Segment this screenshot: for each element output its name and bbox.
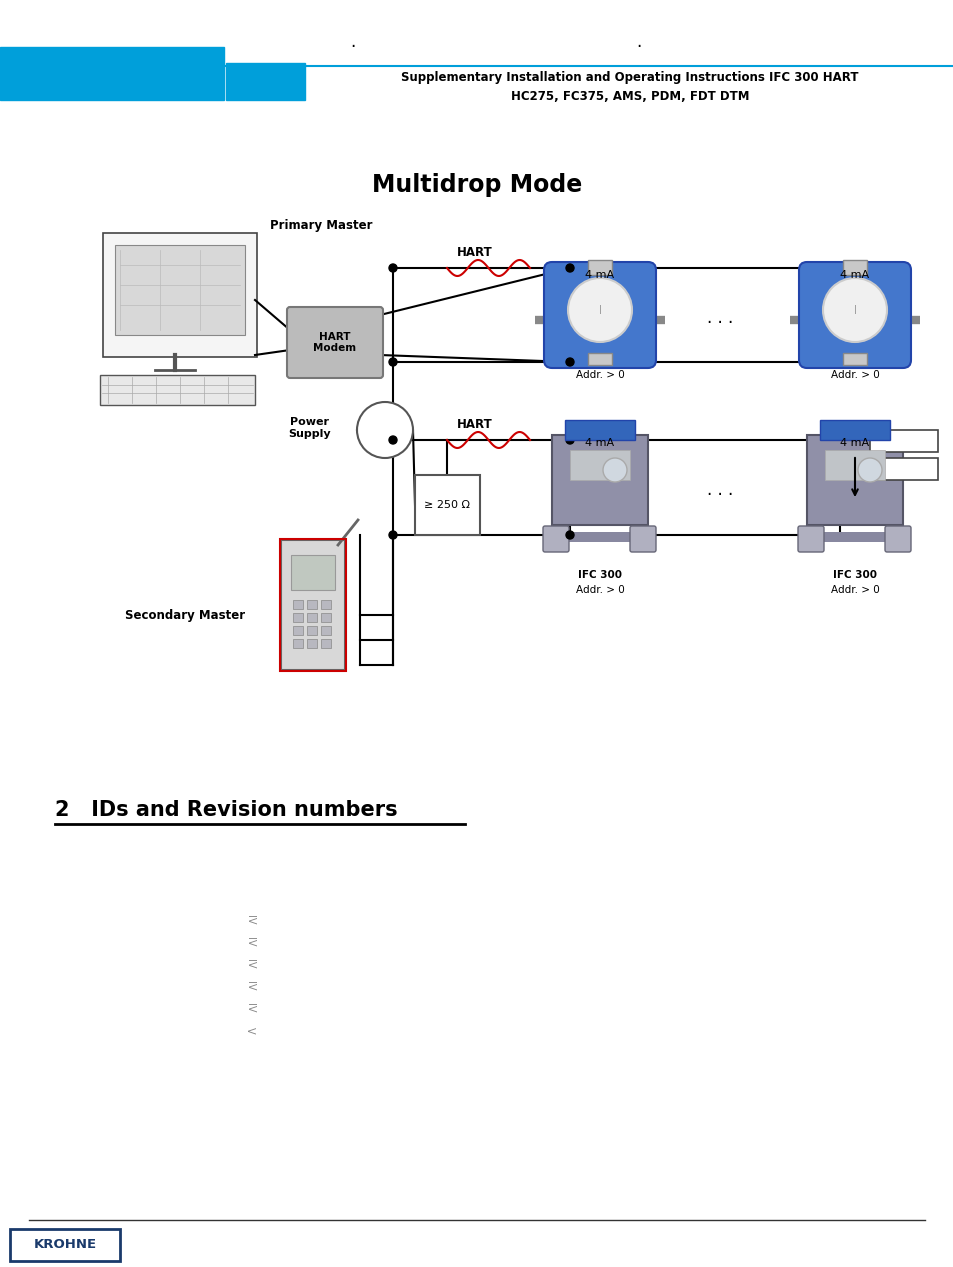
- Bar: [293, 626, 303, 635]
- Text: ≥ 250 Ω: ≥ 250 Ω: [424, 500, 470, 511]
- Bar: [320, 626, 331, 635]
- Bar: [293, 613, 303, 622]
- Text: IV: IV: [245, 938, 254, 946]
- Circle shape: [857, 457, 882, 481]
- Text: Addr. > 0: Addr. > 0: [830, 370, 879, 380]
- Text: |: |: [853, 305, 856, 314]
- Bar: [820, 419, 889, 440]
- Text: 4 mA: 4 mA: [585, 438, 614, 449]
- Bar: [869, 457, 937, 480]
- Bar: [307, 613, 316, 622]
- Circle shape: [389, 531, 396, 538]
- Circle shape: [565, 359, 574, 366]
- Bar: [226, 63, 305, 100]
- Text: IV: IV: [245, 915, 254, 925]
- Text: HART: HART: [456, 418, 493, 432]
- Circle shape: [565, 264, 574, 272]
- Text: Supplementary Installation and Operating Instructions IFC 300 HART: Supplementary Installation and Operating…: [401, 71, 858, 85]
- FancyBboxPatch shape: [797, 526, 823, 552]
- FancyBboxPatch shape: [543, 262, 656, 367]
- Bar: [307, 626, 316, 635]
- Bar: [0, 47, 224, 100]
- Bar: [569, 450, 629, 480]
- Bar: [842, 353, 866, 365]
- Circle shape: [822, 277, 886, 342]
- Text: |: |: [598, 305, 600, 314]
- FancyBboxPatch shape: [629, 526, 656, 552]
- Text: 4 mA: 4 mA: [840, 438, 868, 449]
- Circle shape: [602, 457, 626, 481]
- Bar: [281, 540, 345, 670]
- Text: Power
Supply: Power Supply: [289, 417, 331, 438]
- Bar: [806, 532, 902, 542]
- FancyBboxPatch shape: [542, 526, 568, 552]
- Text: IFC 300: IFC 300: [578, 570, 621, 580]
- Bar: [552, 532, 647, 542]
- Bar: [115, 245, 245, 334]
- Text: 2   IDs and Revision numbers: 2 IDs and Revision numbers: [55, 799, 397, 820]
- Text: Primary Master: Primary Master: [270, 218, 372, 232]
- Circle shape: [389, 264, 396, 272]
- Text: HART: HART: [456, 247, 493, 260]
- Text: ·: ·: [636, 38, 641, 56]
- Bar: [320, 601, 331, 609]
- Bar: [10, 1229, 120, 1261]
- Text: Addr. > 0: Addr. > 0: [830, 585, 879, 595]
- Circle shape: [389, 436, 396, 443]
- FancyBboxPatch shape: [287, 307, 382, 378]
- Bar: [100, 375, 254, 405]
- Bar: [587, 353, 612, 365]
- Bar: [307, 601, 316, 609]
- Text: Addr. > 0: Addr. > 0: [575, 585, 623, 595]
- Bar: [806, 435, 902, 525]
- Text: IV: IV: [245, 981, 254, 991]
- Text: 4 mA: 4 mA: [840, 270, 868, 280]
- Bar: [415, 475, 479, 535]
- Text: HC275, FC375, AMS, PDM, FDT DTM: HC275, FC375, AMS, PDM, FDT DTM: [510, 90, 748, 103]
- Circle shape: [567, 277, 631, 342]
- Bar: [564, 419, 635, 440]
- Bar: [280, 538, 346, 672]
- Bar: [320, 613, 331, 622]
- Text: . . .: . . .: [706, 309, 732, 327]
- Bar: [824, 450, 884, 480]
- Bar: [307, 639, 316, 647]
- Text: ·: ·: [350, 38, 355, 56]
- Text: Multidrop Mode: Multidrop Mode: [372, 174, 581, 196]
- Text: IV: IV: [245, 959, 254, 969]
- Bar: [552, 435, 647, 525]
- Circle shape: [356, 402, 413, 457]
- Bar: [587, 260, 612, 275]
- Text: 4 mA: 4 mA: [585, 270, 614, 280]
- FancyBboxPatch shape: [799, 262, 910, 367]
- Text: . . .: . . .: [706, 481, 732, 499]
- Bar: [842, 260, 866, 275]
- FancyBboxPatch shape: [103, 233, 256, 357]
- Text: Addr. > 0: Addr. > 0: [575, 370, 623, 380]
- FancyBboxPatch shape: [884, 526, 910, 552]
- Text: HART
Modem: HART Modem: [314, 332, 356, 353]
- Bar: [320, 639, 331, 647]
- Bar: [869, 430, 937, 452]
- Circle shape: [565, 436, 574, 443]
- Circle shape: [389, 359, 396, 366]
- Bar: [293, 639, 303, 647]
- Text: V: V: [245, 1026, 254, 1034]
- Text: IFC 300: IFC 300: [832, 570, 876, 580]
- Text: Secondary Master: Secondary Master: [125, 608, 245, 622]
- Text: KROHNE: KROHNE: [33, 1239, 96, 1252]
- Bar: [291, 555, 335, 590]
- Circle shape: [565, 531, 574, 538]
- Bar: [293, 601, 303, 609]
- Text: IV: IV: [245, 1003, 254, 1012]
